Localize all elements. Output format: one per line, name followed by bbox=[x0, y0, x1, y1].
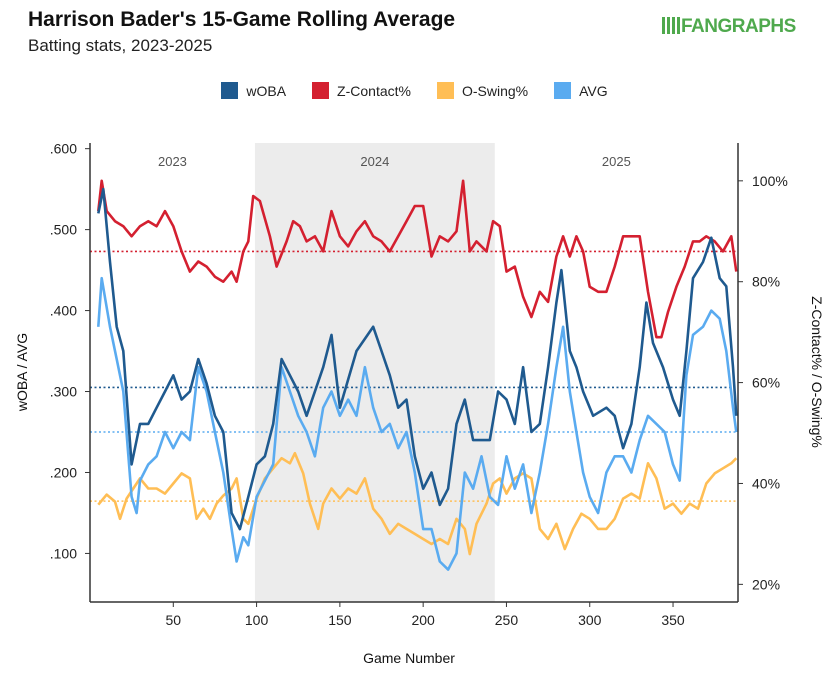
legend-swatch-woba bbox=[221, 82, 239, 99]
y-right-tick-label: 40% bbox=[752, 475, 780, 491]
season-label: 2025 bbox=[602, 154, 631, 169]
x-tick-label: 50 bbox=[166, 612, 182, 628]
y-right-tick-label: 60% bbox=[752, 375, 780, 391]
y-right-tick-label: 80% bbox=[752, 274, 780, 290]
y-left-axis-label: wOBA / AVG bbox=[14, 333, 30, 412]
legend-swatch-avg bbox=[554, 82, 572, 99]
legend-swatch-zcontact bbox=[312, 82, 330, 99]
y-right-axis-label: Z-Contact% / O-Swing% bbox=[809, 296, 825, 448]
logo-text: FANGRAPHS bbox=[681, 16, 796, 37]
x-tick-label: 250 bbox=[495, 612, 519, 628]
season-label: 2023 bbox=[158, 154, 187, 169]
x-axis-label: Game Number bbox=[363, 650, 455, 666]
legend-item-woba: wOBA bbox=[221, 82, 286, 99]
y-right-tick-label: 100% bbox=[752, 173, 788, 189]
series-line-wOBA bbox=[97, 187, 738, 531]
x-tick-label: 300 bbox=[578, 612, 602, 628]
legend-label: wOBA bbox=[246, 82, 287, 99]
series-line-Z-Contact% bbox=[97, 179, 738, 339]
legend-item-oswing: O-Swing% bbox=[436, 82, 529, 99]
legend-label: Z-Contact% bbox=[337, 82, 411, 99]
y-left-tick-label: .300 bbox=[50, 384, 77, 400]
y-left-tick-label: .500 bbox=[50, 222, 77, 238]
y-left-tick-label: .600 bbox=[50, 141, 77, 157]
fangraphs-logo: FANGRAPHS bbox=[662, 16, 796, 38]
y-left-tick-label: .200 bbox=[50, 464, 77, 480]
series-line-O-Swing% bbox=[97, 451, 738, 556]
x-tick-label: 150 bbox=[328, 612, 352, 628]
chart-subtitle: Batting stats, 2023-2025 bbox=[28, 36, 213, 55]
y-left-tick-label: .100 bbox=[50, 545, 77, 561]
chart-title: Harrison Bader's 15-Game Rolling Average bbox=[28, 8, 456, 31]
x-tick-label: 200 bbox=[411, 612, 435, 628]
legend-item-avg: AVG bbox=[554, 82, 608, 99]
x-tick-label: 350 bbox=[661, 612, 685, 628]
legend-label: AVG bbox=[579, 82, 608, 99]
legend-label: O-Swing% bbox=[461, 82, 529, 99]
x-tick-label: 100 bbox=[245, 612, 269, 628]
legend: wOBA Z-Contact% O-Swing% AVG bbox=[0, 82, 829, 99]
logo-bars-icon bbox=[662, 17, 680, 34]
y-left-tick-label: .400 bbox=[50, 303, 77, 319]
legend-swatch-oswing bbox=[436, 82, 454, 99]
legend-item-zcontact: Z-Contact% bbox=[312, 82, 411, 99]
season-label: 2024 bbox=[360, 154, 389, 169]
y-right-tick-label: 20% bbox=[752, 576, 780, 592]
series-line-AVG bbox=[97, 276, 738, 571]
